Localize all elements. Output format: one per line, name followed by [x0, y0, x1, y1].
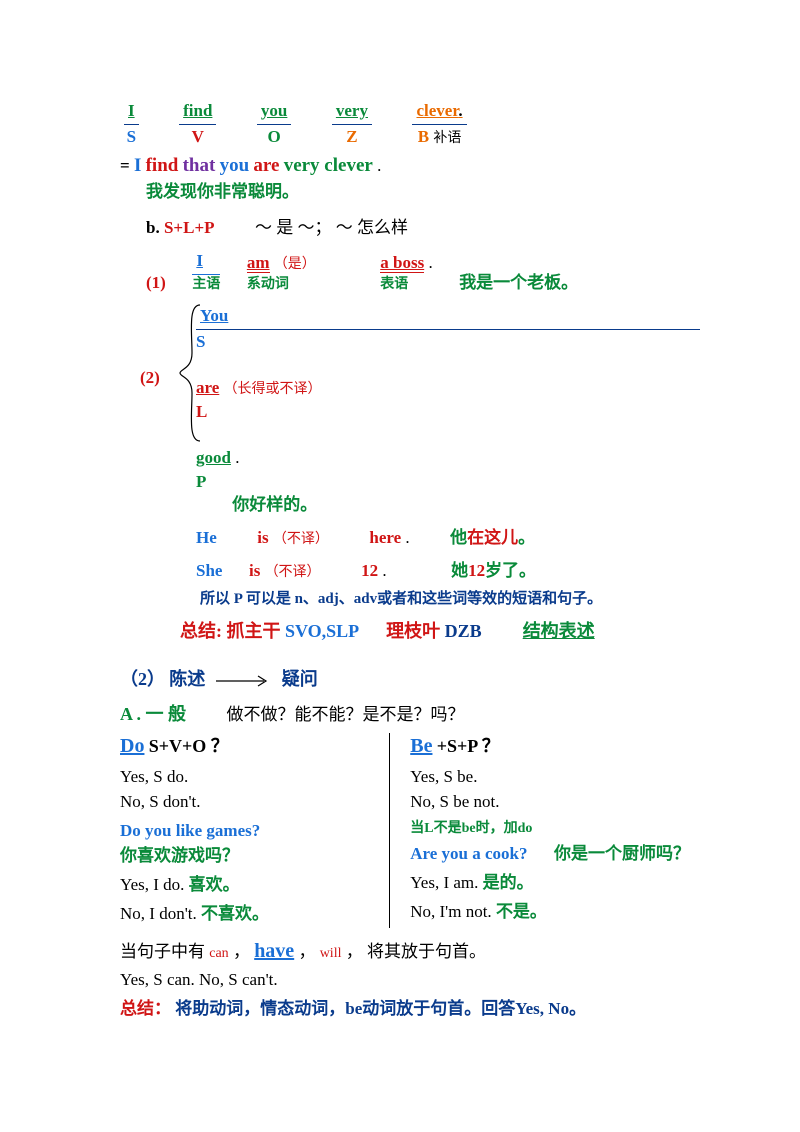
arrow-right-icon: [216, 674, 272, 688]
grammar-document: I S find V you O very Z clever. B 补语 = I…: [0, 0, 800, 1063]
slp-note: 所以 P 可以是 n、adj、adv或者和这些词等效的短语和句子。: [200, 589, 700, 609]
do-be-columns: Do S+V+O ？ Yes, S do. No, S don't. Do yo…: [120, 733, 700, 928]
frac-find: find V: [179, 100, 216, 149]
equals-line: = I find that you are very clever .: [120, 153, 700, 179]
frac-clever: clever. B 补语: [412, 100, 466, 149]
statement-question: （2） 陈述 疑问: [120, 667, 700, 692]
curly-bracket-icon: [178, 303, 204, 443]
frac-you: you O: [257, 100, 291, 149]
slp-ex2: (2) You S are （长得或不译） L: [146, 305, 700, 582]
equals-translation: 我发现你非常聪明。: [146, 181, 700, 204]
A-general: A . 一 般 做不做？能不能？是不是？吗？: [120, 702, 700, 727]
slp-header: b. S+L+P ～ 是 ～； ～ 怎么样: [146, 217, 700, 240]
svozb-row: I S find V you O very Z clever. B 补语: [124, 100, 700, 149]
tail-line-1: 当句子中有 can ， have ， will ， 将其放于句首。: [120, 938, 700, 965]
frac-I: I S: [124, 100, 139, 149]
be-column: Be +S+P ？ Yes, S be. No, S be not. 当L不是b…: [390, 733, 700, 928]
tail-line-2: Yes, S can. No, S can't.: [120, 969, 700, 992]
tail-summary: 总结： 将助动词，情态动词，be动词放于句首。回答Yes, No。: [120, 998, 700, 1021]
frac-very: very Z: [332, 100, 372, 149]
slp-ex1: (1) I 主语 am （是） 系动词 a boss . 表语 我是一个老板。: [146, 250, 700, 295]
summary-line-1: 总结: 抓主干 SVO,SLP 理枝叶 DZB 结构表述: [180, 619, 700, 643]
do-column: Do S+V+O ？ Yes, S do. No, S don't. Do yo…: [120, 733, 390, 928]
